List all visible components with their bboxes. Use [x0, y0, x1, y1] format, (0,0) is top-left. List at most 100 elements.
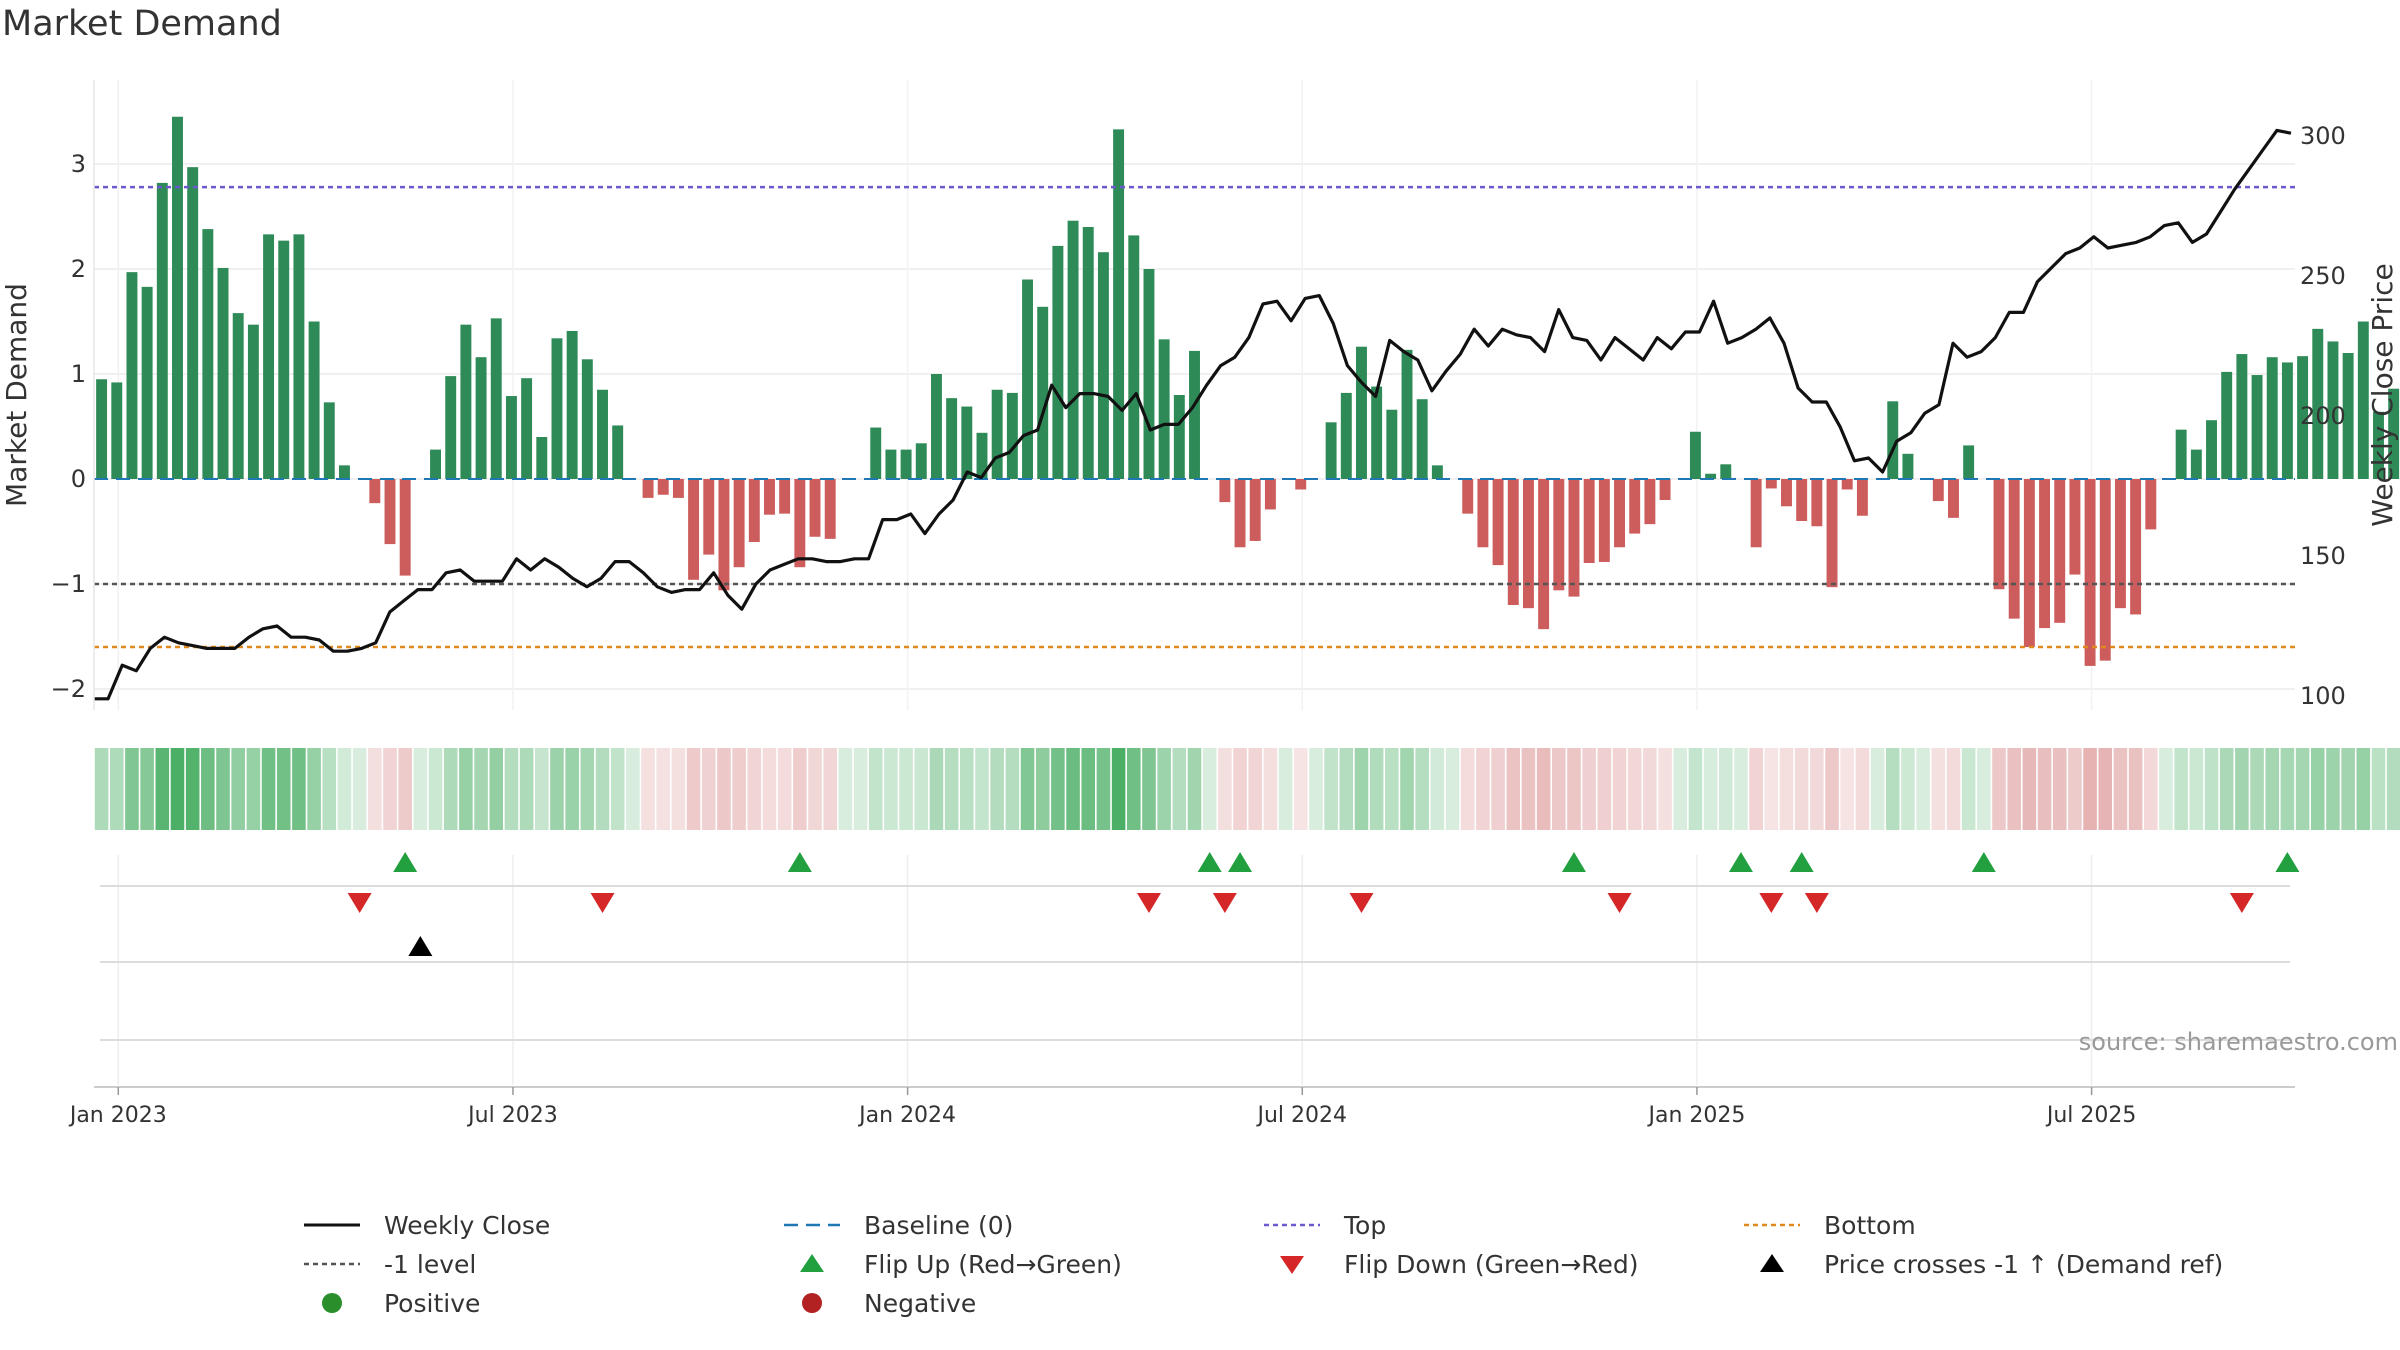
heat-cell	[1400, 748, 1414, 830]
heat-cell	[1643, 748, 1657, 830]
positive-bar	[1416, 399, 1428, 479]
negative-bar	[703, 479, 715, 555]
flip-down-marker	[1804, 893, 1829, 913]
baseline-legend-swatch	[784, 1223, 840, 1227]
heat-cell	[504, 748, 519, 830]
heat-cell	[1339, 748, 1354, 830]
negative-bar	[1538, 479, 1550, 630]
negative-bar	[1295, 479, 1307, 490]
positive-bar	[597, 389, 608, 479]
heat-cell	[383, 748, 397, 830]
weekly-close-line	[94, 128, 2292, 701]
negative-bar	[1932, 479, 1944, 502]
positive-bar	[536, 437, 548, 479]
heat-cell	[1825, 748, 1839, 830]
heat-cell	[747, 748, 762, 830]
heat-cell	[2083, 748, 2097, 830]
positive-bar	[612, 425, 624, 479]
heat-cell	[1870, 748, 1885, 830]
negative-bar	[2039, 479, 2051, 629]
top-legend-item: Top	[1260, 1210, 1386, 1240]
minus1-legend-item: -1 level	[300, 1249, 476, 1279]
negative-bar	[764, 479, 775, 515]
negative-bar	[794, 479, 806, 568]
heat-cell	[261, 748, 276, 830]
legend-label: Price crosses -1 ↑ (Demand ref)	[1824, 1249, 2224, 1279]
negative-bar	[2084, 479, 2096, 666]
heat-cell	[1491, 748, 1505, 830]
flip-up-marker	[1197, 852, 1222, 872]
flip-down-marker	[1212, 893, 1237, 913]
heat-cell	[2128, 748, 2143, 830]
positive-bar	[1128, 235, 1140, 479]
negative-bar	[1629, 479, 1641, 534]
heat-cell	[2052, 748, 2067, 830]
negative-bar	[733, 479, 745, 568]
heat-cell	[1126, 748, 1141, 830]
heat-cell	[1309, 748, 1323, 830]
heat-cell	[246, 748, 261, 830]
x-axis: Jan 2023 Jul 2023 Jan 2024 Jul 2024 Jan 2025…	[68, 1086, 2295, 1128]
heat-cell	[960, 748, 974, 830]
positive-bar	[475, 357, 487, 479]
heat-cell	[1430, 748, 1445, 830]
positive-bar	[1371, 386, 1383, 479]
positive-bar	[232, 313, 244, 479]
positive-bar	[930, 374, 942, 479]
heat-cell	[2022, 748, 2037, 830]
negative-bar	[672, 479, 684, 498]
positive-bar	[1113, 129, 1125, 479]
x-tick-label: Jan 2024	[857, 1103, 956, 1128]
positive-bar	[172, 116, 183, 479]
positive-bar	[900, 449, 912, 479]
positive-bar	[2373, 411, 2384, 479]
legend-label: Flip Down (Green→Red)	[1344, 1249, 1639, 1279]
flip-down-marker	[2229, 893, 2254, 913]
negative-bar	[2130, 479, 2142, 615]
flip-down-legend-swatch	[1280, 1256, 1304, 1274]
positive-bar	[1158, 339, 1170, 479]
positive-bar	[1431, 465, 1443, 479]
positive-bar	[1022, 279, 1033, 479]
x-tick-label: Jul 2025	[2045, 1103, 2137, 1128]
heat-cell	[975, 748, 989, 830]
negative-bar	[1826, 479, 1838, 588]
flip-down-legend-item: Flip Down (Green→Red)	[1260, 1249, 1639, 1279]
negative-bar	[1462, 479, 1474, 514]
heat-cell	[2326, 748, 2340, 830]
heat-cell	[535, 748, 549, 830]
flip-up-marker	[2275, 852, 2300, 872]
heat-cell	[489, 748, 504, 830]
positive-bar	[1340, 392, 1352, 479]
negative-bar	[657, 479, 669, 495]
positive-bar	[187, 167, 199, 479]
positive-bar	[885, 449, 897, 479]
heat-cell	[1885, 748, 1900, 830]
heat-cell	[1673, 748, 1688, 830]
heat-cell	[686, 748, 701, 830]
negative-bar	[1249, 479, 1261, 541]
flip-up-marker	[1561, 852, 1586, 872]
y2-axis-label: Weekly Close Price	[2366, 263, 2399, 526]
x-tick-label: Jan 2023	[68, 1103, 167, 1128]
heat-cell	[1506, 748, 1521, 830]
positive-bar	[1720, 464, 1732, 479]
heat-cell	[2356, 748, 2371, 830]
heat-cell	[1187, 748, 1202, 830]
heat-cell	[1233, 748, 1247, 830]
legend-label: Flip Up (Red→Green)	[864, 1249, 1122, 1279]
axes: −2 −1 0 1 2 3 100 150 200 250 300 Market Demand Week…	[0, 80, 2399, 710]
negative-bar	[2145, 479, 2157, 530]
negative-bar	[1264, 479, 1276, 510]
positive-bar	[308, 321, 320, 479]
heat-cell	[1460, 748, 1475, 830]
legend-label: -1 level	[384, 1249, 477, 1279]
heat-cell	[1810, 748, 1824, 830]
weekly-close-legend-item: Weekly Close	[300, 1210, 550, 1240]
y-axis-label: Market Demand	[0, 283, 33, 507]
heat-cell	[641, 748, 655, 830]
heat-cell	[1020, 748, 1035, 830]
heat-cell	[777, 748, 792, 830]
positive-bar	[2357, 321, 2369, 479]
chart-title: Market Demand	[2, 4, 282, 44]
